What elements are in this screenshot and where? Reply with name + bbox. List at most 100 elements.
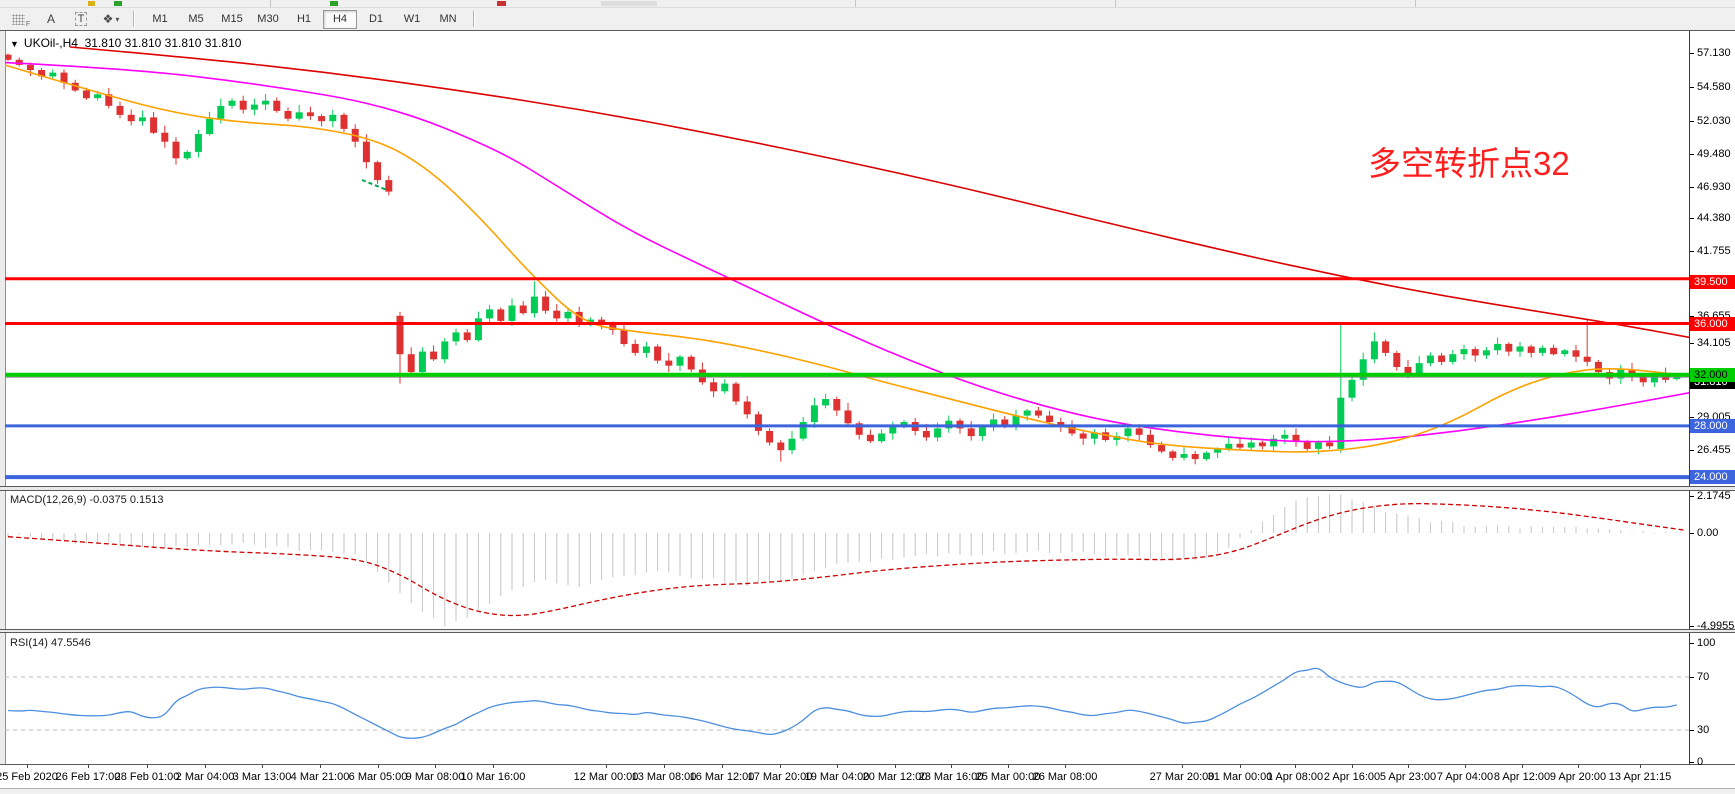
price-axis-border — [1689, 31, 1690, 765]
cropped-button-fragment — [114, 1, 122, 6]
window-bottom-strip — [0, 788, 1735, 794]
time-axis-label: 2 Mar 04:00 — [175, 771, 235, 783]
price-level-badge-24.000[interactable]: 24.000 — [1690, 470, 1735, 484]
timeframe-button-mn[interactable]: MN — [439, 13, 457, 25]
time-axis-label: 31 Mar 00:00 — [1207, 771, 1273, 783]
chart-toolbar: F A T ❖ ▾ M1 M5 M15 M30 H1 H4 D1 W1 MN — [0, 8, 1735, 30]
axis-tick-mark — [1690, 218, 1694, 219]
time-axis-tick — [1240, 765, 1241, 768]
time-axis-label: 1 Apr 08:00 — [1266, 771, 1324, 783]
time-axis-tick — [722, 765, 723, 768]
chart-ohlc-values: 31.810 31.810 31.810 31.810 — [84, 36, 242, 50]
grid-dots-icon — [11, 13, 25, 25]
time-axis-label: 28 Feb 01:00 — [114, 771, 180, 783]
time-axis-label: 8 Apr 12:00 — [1493, 771, 1551, 783]
axis-tick-label: 41.755 — [1697, 245, 1731, 257]
axis-tick-label: 46.930 — [1697, 181, 1731, 193]
time-axis-tick — [1522, 765, 1523, 768]
time-axis-tick — [664, 765, 665, 768]
strip-separator — [1415, 0, 1416, 7]
axis-tick-mark — [1690, 121, 1694, 122]
time-axis-label: 27 Mar 20:00 — [1149, 771, 1215, 783]
pane-separator[interactable] — [0, 486, 1735, 491]
macd-signal-line — [7, 502, 1686, 617]
pane-separator[interactable] — [0, 629, 1735, 633]
timeframe-button-m15[interactable]: M15 — [221, 13, 243, 25]
chart-annotation-text[interactable]: 多空转折点32 — [1368, 145, 1570, 182]
axis-tick-label: 0.00 — [1697, 527, 1719, 539]
axis-tick-mark — [1690, 343, 1694, 344]
text-box-tool-icon[interactable]: T — [66, 9, 96, 29]
time-axis-tick — [88, 765, 89, 768]
rsi-line — [7, 667, 1677, 739]
axis-tick-label: 0 — [1697, 756, 1704, 768]
axis-tick-label: 54.580 — [1697, 81, 1731, 93]
timeframe-button-m1[interactable]: M1 — [152, 13, 168, 25]
timeframe-button-m5[interactable]: M5 — [188, 13, 204, 25]
symbol-dropdown-icon[interactable]: ▼ — [10, 39, 19, 49]
strip-separator — [1115, 0, 1116, 7]
time-axis-label: 5 Apr 23:00 — [1379, 771, 1437, 783]
time-axis-label: 13 Mar 08:00 — [631, 771, 697, 783]
time-axis-tick — [320, 765, 321, 768]
axis-tick-label: 2.1745 — [1697, 490, 1731, 502]
time-axis-tick — [1465, 765, 1466, 768]
axis-tick-label: 49.480 — [1697, 148, 1731, 160]
timeframe-button-w1[interactable]: W1 — [403, 13, 421, 25]
price-level-badge-36.000[interactable]: 36.000 — [1690, 317, 1735, 331]
shapes-tool-icon[interactable]: ❖ ▾ — [102, 12, 120, 26]
time-axis-label: 20 Mar 12:00 — [862, 771, 928, 783]
toolbar-separator — [473, 11, 475, 27]
time-axis-tick — [951, 765, 952, 768]
time-axis-label: 25 Feb 2020 — [0, 771, 58, 783]
time-axis-label: 16 Mar 12:00 — [689, 771, 755, 783]
time-axis-tick — [205, 765, 206, 768]
axis-tick-mark — [1690, 316, 1694, 317]
strip-separator — [855, 0, 856, 7]
axis-tick-mark — [1690, 450, 1694, 451]
time-axis[interactable] — [0, 765, 1735, 788]
axis-tick-mark — [1690, 643, 1694, 644]
cropped-button-fragment — [601, 1, 657, 6]
time-axis-tick — [1008, 765, 1009, 768]
time-axis-tick — [1408, 765, 1409, 768]
timeframe-button-h1[interactable]: H1 — [296, 13, 312, 25]
pane-border — [0, 764, 1735, 765]
axis-tick-mark — [1690, 417, 1694, 418]
main-chart-background — [0, 31, 1735, 486]
axis-tick-label: 57.130 — [1697, 47, 1731, 59]
axis-tick-mark — [1690, 677, 1694, 678]
time-axis-tick — [262, 765, 263, 768]
time-axis-tick — [1295, 765, 1296, 768]
timeframe-button-m30[interactable]: M30 — [257, 13, 279, 25]
time-axis-label: 6 Mar 05:00 — [348, 771, 408, 783]
timeframe-button-h4[interactable]: H4 — [323, 9, 357, 29]
axis-tick-mark — [1690, 187, 1694, 188]
price-level-badge-32.000[interactable]: 32.000 — [1690, 368, 1735, 382]
time-axis-tick — [837, 765, 838, 768]
time-axis-tick — [1578, 765, 1579, 768]
time-axis-label: 10 Mar 16:00 — [460, 771, 526, 783]
crosshair-grid-icon[interactable]: F — [6, 9, 36, 29]
timeframe-button-d1[interactable]: D1 — [368, 13, 384, 25]
macd-indicator-label: MACD(12,26,9) -0.0375 0.1513 — [10, 494, 164, 506]
chart-title: ▼ UKOil-,H4 31.810 31.810 31.810 31.810 — [10, 36, 241, 50]
cropped-button-fragment — [330, 1, 338, 6]
strip-separator — [270, 0, 271, 7]
time-axis-label: 17 Mar 20:00 — [747, 771, 813, 783]
axis-tick-mark — [1690, 53, 1694, 54]
cropped-button-fragment — [497, 1, 506, 6]
time-axis-label: 19 Mar 04:00 — [804, 771, 870, 783]
axis-tick-label: 34.105 — [1697, 337, 1731, 349]
chart-symbol-timeframe: UKOil-,H4 — [23, 36, 78, 50]
axis-tick-mark — [1690, 87, 1694, 88]
time-axis-label: 3 Mar 13:00 — [232, 771, 292, 783]
text-label-tool-icon[interactable]: A — [46, 12, 55, 26]
price-level-badge-28.000[interactable]: 28.000 — [1690, 419, 1735, 433]
axis-tick-label: 52.030 — [1697, 115, 1731, 127]
time-axis-tick — [1182, 765, 1183, 768]
time-axis-label: 26 Mar 08:00 — [1032, 771, 1098, 783]
price-level-badge-39.500[interactable]: 39.500 — [1690, 275, 1735, 289]
toolbar-separator — [133, 11, 135, 27]
